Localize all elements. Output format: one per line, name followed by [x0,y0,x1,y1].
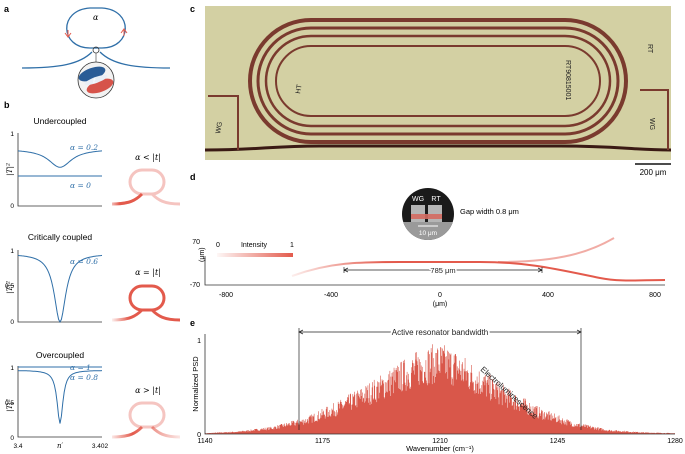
colorbar-max: 1 [290,242,294,249]
xtick: 3.402 [92,443,109,450]
panel-b: b Undercoupled α = 0.2 α = 0 |T|² 1 0 α … [4,100,181,450]
xtick: 1245 [550,438,566,445]
y-axis-label: |T|² [5,163,14,176]
xtick: n′ [57,442,64,450]
y-axis-label: |T|² [5,281,14,294]
ring-resonator [66,7,126,49]
arrow-down-icon [64,30,72,38]
colorbar-label: Intensity [241,242,268,249]
xtick: 3.4 [13,443,22,450]
label-alpha-0.6: α = 0.6 [70,257,98,266]
xtick: 1175 [315,438,330,445]
bandwidth-label: Active resonator bandwidth [392,328,489,337]
label-ht: HT [295,83,304,94]
label-alpha-0: α = 0 [70,181,91,190]
panel-letter: b [4,100,10,110]
panel-letter: a [4,4,10,14]
ytick: 0 [10,203,14,210]
label-wg-right: WG [648,118,655,130]
critically-coupled-title: Critically coupled [28,232,93,242]
xtick: 400 [542,292,554,299]
spectrum [205,344,675,434]
ring-icon-undercoupled [111,168,181,206]
label-alpha-0.8: α = 0.8 [70,373,98,382]
panel-c: c RT HT WG WG RT90815001 200 μm [190,4,672,177]
curve-alpha-0.2 [17,150,103,168]
plot-overcoupled: α = 1 α = 0.8 |T|² 1 0.5 0 3.4 n′ 3.402 [5,363,109,450]
plot-undercoupled: α = 0.2 α = 0 |T|² 1 0 [5,131,103,210]
y-axis-label: (μm) [199,247,206,262]
inset-label-wg: WG [412,196,424,203]
mode-profile [291,261,666,282]
panel-a: a α t [4,4,171,99]
xtick: -400 [324,292,338,299]
ytick: 1 [10,365,14,372]
label-alpha-1: α = 1 [70,363,91,372]
ytick: 1 [197,338,201,345]
panel-letter: e [190,318,195,328]
ytick: 0 [10,435,14,442]
ring-bus-overcoupled [111,425,181,439]
overcoupled-condition: α > |t| [135,386,161,395]
arrow-up-icon [120,28,128,36]
ytick: -70 [190,282,200,289]
alpha-symbol: α [93,13,99,22]
xtick: 1280 [667,438,683,445]
spectrum-ticks: 1140 1175 1210 1245 1280 0 1 [197,338,683,445]
spectrum-trace [205,344,675,434]
label-alpha-0.2: α = 0.2 [70,143,98,152]
critical-condition: α = |t| [135,268,161,277]
panel-e: e Active resonator bandwidth Electrolumi… [190,318,683,453]
plot-critical: α = 0.6 |T|² 1 0.5 0 [5,248,103,326]
label-rt-right: RT [646,44,653,54]
panel-letter: c [190,4,195,14]
ytick: 0 [197,432,201,439]
label-wg-left: WG [215,121,224,134]
mode-axes [204,256,665,286]
y-axis-label: Normalized PSD [191,356,200,412]
curve-alpha-0.6 [17,254,103,324]
scale-bar-label: 200 μm [640,168,667,177]
xtick: 1140 [197,438,212,445]
intensity-colorbar [217,253,293,257]
ytick: 0.5 [5,283,14,290]
t-symbol: t [93,77,96,85]
label-chip-id: RT90815001 [564,60,571,100]
ytick: 0.5 [5,400,14,407]
ring-icon-overcoupled [128,401,166,429]
inset-scale-label: 10 μm [419,230,437,237]
y-axis-label: |T|² [5,399,14,412]
x-axis-label: Wavenumber (cm⁻¹) [406,444,474,453]
ring-input-undercoupled [111,192,144,206]
panel-letter: d [190,172,196,182]
xtick: -800 [219,292,233,299]
xtick: 0 [438,292,442,299]
ytick: 70 [192,239,200,246]
mode-branch [497,237,615,263]
ytick: 1 [10,131,14,138]
bus-waveguide-micrograph [204,144,672,152]
undercoupled-title: Undercoupled [34,116,87,126]
xtick: 800 [649,292,661,299]
undercoupled-condition: α < |t| [135,153,161,162]
colorbar-min: 0 [216,242,220,249]
panel-d: d WG RT 10 μm Gap width 0.8 μm 0 Intensi… [190,172,666,308]
x-axis-label: (μm) [433,301,448,308]
racetrack-rings [248,18,628,144]
spectrum-axes [204,334,675,435]
overcoupled-title: Overcoupled [36,350,84,360]
ring-icon-critical [111,284,181,322]
ytick: 0 [10,319,14,326]
gap-width-label: Gap width 0.8 μm [460,207,519,216]
ytick: 1 [10,248,14,255]
curve-alpha-0.8 [17,370,103,424]
arrowhead-icon [576,329,582,335]
xtick: 1210 [432,438,448,445]
span-label: 785 μm [430,266,455,275]
arrowhead-icon [298,329,304,335]
inset-label-rt: RT [431,196,441,203]
